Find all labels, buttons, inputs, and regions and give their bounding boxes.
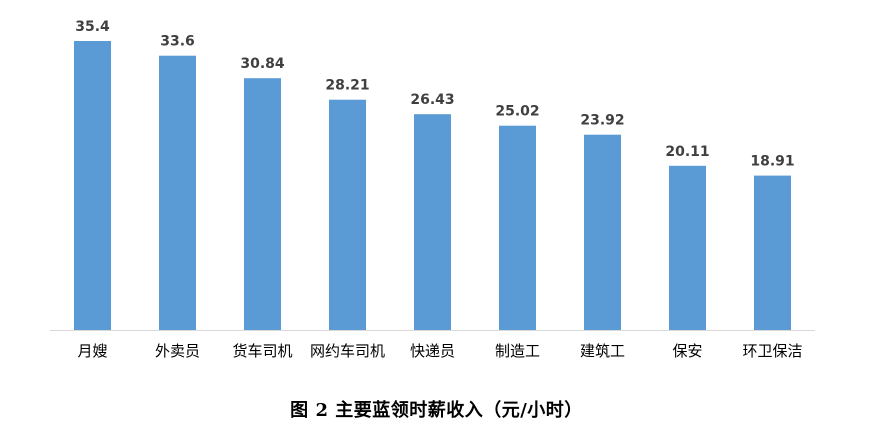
- bar-3: [244, 78, 281, 330]
- data-label-7: 23.92: [580, 113, 624, 129]
- data-label-5: 26.43: [410, 92, 454, 108]
- bar-9: [754, 175, 791, 330]
- category-label-7: 建筑工: [580, 342, 625, 360]
- data-label-4: 28.21: [325, 78, 369, 94]
- data-label-8: 20.11: [665, 144, 709, 160]
- category-label-6: 制造工: [495, 342, 540, 360]
- data-label-2: 33.6: [160, 34, 195, 50]
- category-label-1: 月嫂: [77, 342, 107, 360]
- bar-1: [74, 41, 111, 330]
- category-label-2: 外卖员: [155, 342, 200, 360]
- value-labels-group: 35.4 33.6 30.84 28.21 26.43 25.02 23.92 20.11 18…: [75, 19, 794, 170]
- bar-5: [414, 114, 451, 330]
- figure-caption: 图 2 主要蓝领时薪收入（元/小时）: [290, 400, 583, 421]
- data-label-9: 18.91: [750, 154, 794, 170]
- bars-group: [74, 41, 791, 330]
- category-label-4: 网约车司机: [310, 342, 385, 360]
- bar-8: [669, 165, 706, 330]
- category-label-3: 货车司机: [232, 342, 292, 360]
- bar-6: [499, 125, 536, 330]
- data-label-1: 35.4: [75, 19, 110, 35]
- bar-4: [329, 99, 366, 330]
- category-labels-group: 月嫂 外卖员 货车司机 网约车司机 快递员 制造工 建筑工 保安 环卫保洁: [77, 342, 802, 360]
- category-label-9: 环卫保洁: [742, 342, 802, 360]
- bar-7: [584, 134, 621, 330]
- data-label-6: 25.02: [495, 104, 539, 120]
- data-label-3: 30.84: [240, 56, 285, 72]
- category-label-8: 保安: [672, 342, 702, 360]
- category-label-5: 快递员: [410, 342, 455, 360]
- bar-2: [159, 55, 196, 330]
